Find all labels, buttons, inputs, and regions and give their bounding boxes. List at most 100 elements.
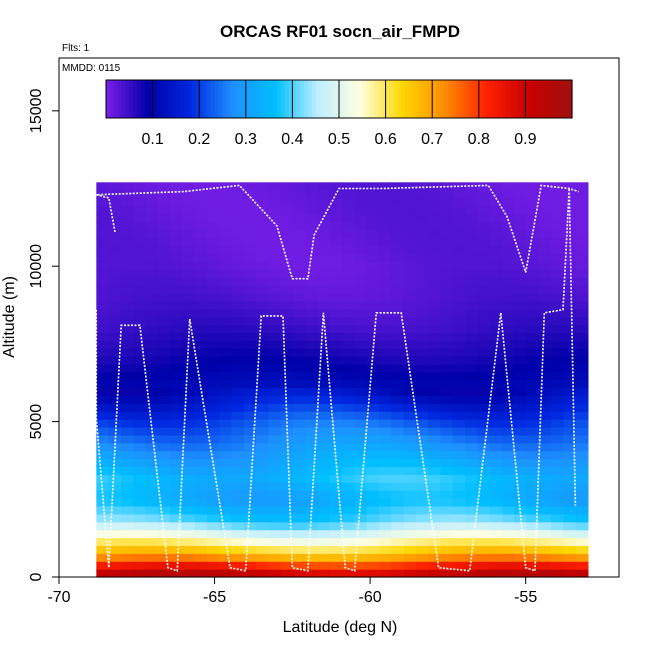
heatmap-cell — [108, 513, 122, 523]
heatmap-cell — [268, 277, 282, 286]
heatmap-cell — [133, 284, 147, 294]
heatmap-cell — [231, 521, 245, 531]
heatmap-cell — [329, 261, 343, 270]
heatmap-cell — [96, 466, 110, 475]
heatmap-cell — [280, 284, 294, 294]
heatmap-cell — [354, 561, 368, 570]
heatmap-cell — [268, 434, 282, 444]
heatmap-cell — [194, 371, 208, 381]
heatmap-cell — [501, 482, 515, 491]
heatmap-cell — [501, 513, 515, 523]
heatmap-cell — [440, 513, 454, 523]
heatmap-cell — [489, 237, 503, 247]
heatmap-cell — [317, 332, 331, 341]
heatmap-cell — [157, 427, 171, 436]
colorbar-segment — [459, 80, 464, 118]
heatmap-cell — [108, 205, 122, 215]
heatmap-cell — [465, 371, 478, 381]
heatmap-cell — [575, 553, 589, 562]
heatmap-cell — [366, 198, 380, 207]
heatmap-cell — [563, 182, 577, 191]
heatmap-cell — [403, 490, 417, 499]
heatmap-cell — [415, 537, 429, 547]
heatmap-cell — [329, 403, 343, 412]
heatmap-cell — [157, 379, 171, 389]
heatmap-cell — [452, 221, 466, 231]
heatmap-cell — [526, 253, 540, 262]
heatmap-cell — [292, 332, 306, 341]
heatmap-cell — [551, 221, 564, 231]
heatmap-cell — [403, 553, 417, 562]
heatmap-cell — [206, 521, 220, 531]
heatmap-cell — [575, 569, 589, 578]
heatmap-cell — [378, 466, 392, 475]
heatmap-cell — [378, 371, 392, 381]
heatmap-cell — [329, 332, 343, 341]
colorbar-segment — [191, 80, 196, 118]
heatmap-cell — [526, 300, 540, 310]
heatmap-cell — [415, 332, 429, 341]
heatmap-cell — [268, 221, 282, 231]
heatmap-cell — [551, 371, 564, 381]
heatmap-cell — [317, 261, 331, 270]
heatmap-cell — [256, 395, 269, 404]
heatmap-cell — [403, 513, 417, 523]
heatmap-cell — [440, 355, 454, 365]
heatmap-cell — [551, 198, 564, 207]
heatmap-cell — [243, 403, 257, 412]
heatmap-cell — [563, 561, 577, 570]
heatmap-cell — [440, 198, 454, 207]
heatmap-cell — [366, 348, 380, 357]
heatmap-cell — [120, 419, 134, 428]
heatmap-cell — [440, 561, 454, 570]
heatmap-cell — [256, 505, 269, 515]
heatmap-cell — [157, 545, 171, 554]
heatmap-cell — [501, 213, 515, 223]
heatmap-cell — [194, 434, 208, 444]
heatmap-cell — [342, 466, 355, 475]
heatmap-cell — [489, 371, 503, 381]
heatmap-cell — [231, 308, 245, 318]
heatmap-cell — [231, 466, 245, 475]
heatmap-cell — [342, 474, 355, 483]
heatmap-cell — [378, 561, 392, 570]
heatmap-cell — [452, 332, 466, 341]
colorbar-segment — [288, 80, 293, 118]
heatmap-cell — [280, 553, 294, 562]
heatmap-cell — [145, 363, 159, 373]
colorbar-segment — [109, 80, 115, 118]
heatmap-cell — [403, 182, 417, 191]
heatmap-cell — [133, 474, 147, 483]
colorbar-tick-label: 0.1 — [141, 131, 163, 148]
heatmap-cell — [403, 403, 417, 412]
colorbar-segment — [148, 80, 154, 118]
heatmap-cell — [428, 498, 442, 507]
heatmap-cell — [145, 245, 159, 254]
heatmap-cell — [219, 198, 233, 207]
colorbar-segment — [490, 80, 495, 118]
heatmap-cell — [575, 198, 589, 207]
heatmap-cell — [551, 332, 564, 341]
heatmap-cell — [514, 308, 528, 318]
heatmap-cell — [280, 237, 294, 247]
heatmap-cell — [575, 395, 589, 404]
heatmap-cell — [514, 466, 528, 475]
heatmap-cell — [477, 190, 491, 199]
heatmap-cell — [256, 253, 269, 262]
heatmap-cell — [133, 205, 147, 215]
heatmap-cell — [403, 474, 417, 483]
heatmap-cell — [538, 434, 552, 444]
heatmap-cell — [219, 458, 233, 468]
heatmap-cell — [428, 513, 442, 523]
heatmap-cell — [243, 332, 257, 341]
heatmap-cell — [428, 395, 442, 404]
heatmap-cell — [219, 261, 233, 270]
heatmap-cell — [501, 458, 515, 468]
heatmap-cell — [366, 205, 380, 215]
heatmap-cell — [329, 561, 343, 570]
heatmap-cell — [219, 403, 233, 412]
colorbar-segment — [482, 80, 488, 118]
heatmap-cell — [305, 387, 319, 397]
heatmap-cell — [575, 308, 589, 318]
